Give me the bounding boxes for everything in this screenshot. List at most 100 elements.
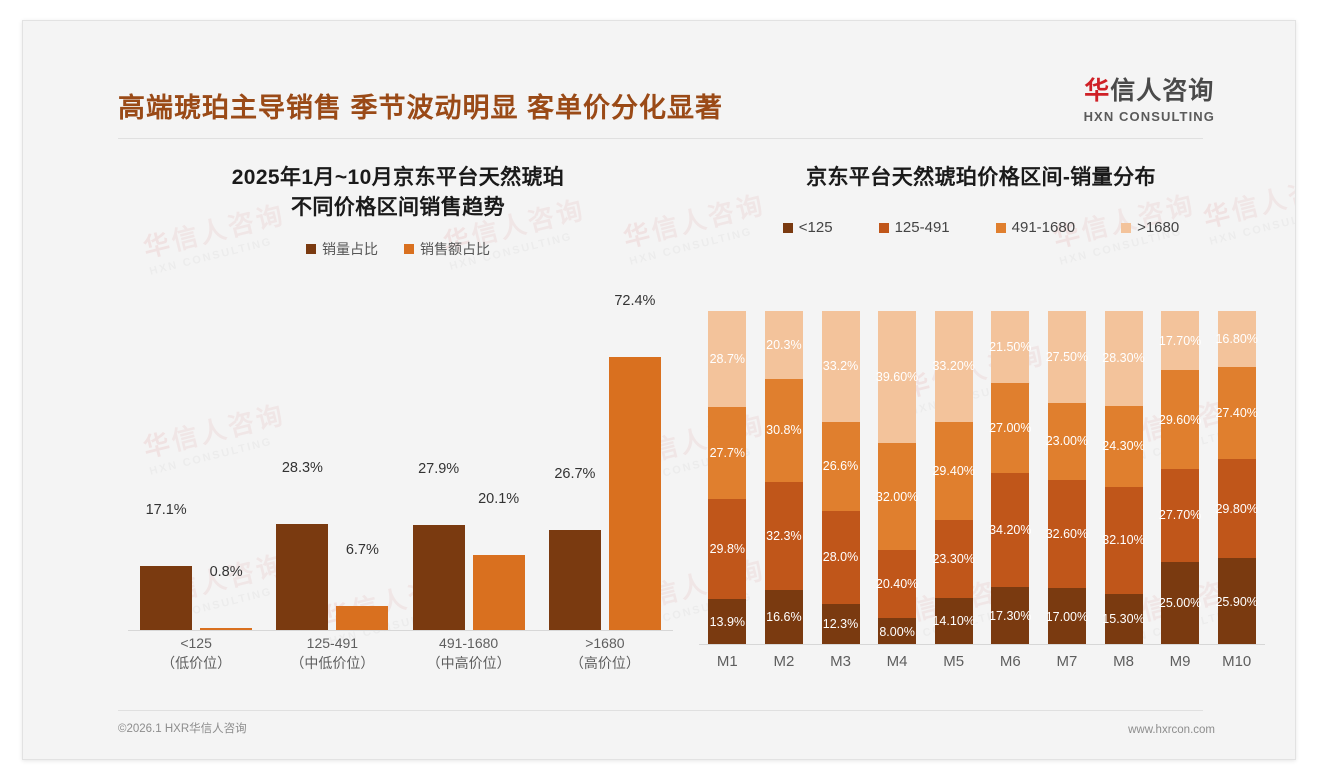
bar-fill [336,605,389,631]
stacked-bar-segment[interactable]: 28.30% [1102,311,1145,406]
stacked-bar[interactable]: 28.30% 24.30% 32.10% 15.30% [1102,311,1145,645]
stacked-bar-segment[interactable]: 17.30% [989,587,1032,646]
stacked-bar-segment[interactable]: 39.60% [875,311,919,444]
stacked-bar-segment[interactable]: 20.3% [764,311,803,379]
stacked-bar[interactable]: 27.50% 23.00% 32.60% 17.00% [1045,311,1089,646]
bar[interactable]: 27.9% [412,328,465,631]
stacked-bar-segment[interactable]: 28.0% [821,510,860,604]
stacked-bar-segment[interactable]: 27.7% [708,406,747,500]
segment-value-label: 27.40% [1215,405,1258,420]
bar-value-label: 17.1% [145,502,187,519]
stacked-bar-segment[interactable]: 29.40% [932,421,975,521]
segment-value-label: 27.00% [989,420,1032,435]
stacked-bar-segment[interactable]: 27.00% [989,382,1032,473]
stacked-bar-segment[interactable]: 17.00% [1046,588,1088,646]
stacked-bar[interactable]: 33.2% 26.6% 28.0% 12.3% [821,311,860,645]
segment-value-label: 34.20% [989,523,1032,538]
legend-label: 125-491 [894,219,950,236]
bar-value-label: 0.8% [209,563,243,580]
stacked-bar-segment[interactable]: 29.60% [1159,370,1201,469]
stacked-bar-segment[interactable]: 29.8% [708,499,747,599]
stacked-bar-segment[interactable]: 16.6% [764,589,803,645]
stacked-bar-segment[interactable]: 32.3% [764,481,803,590]
stacked-bar-segment[interactable]: 29.80% [1215,458,1258,559]
stacked-bar-segment[interactable]: 28.7% [708,311,747,407]
segment-value-label: 39.60% [875,370,919,385]
stacked-bar-segment[interactable]: 23.30% [932,520,975,598]
stacked-bar[interactable]: 21.50% 27.00% 34.20% 17.30% [989,311,1032,646]
stacked-bar-segment[interactable]: 26.6% [821,421,860,511]
left-legend-item[interactable]: 销量占比 [306,239,378,259]
left-chart-title-line1: 2025年1月~10月京东平台天然琥珀 [231,166,565,189]
bar[interactable]: 20.1% [472,328,525,631]
legend-label: 销量占比 [322,241,378,257]
bar-value-label: 26.7% [554,465,596,482]
segment-value-label: 27.50% [1045,349,1089,364]
stacked-bar-segment[interactable]: 33.20% [932,311,975,422]
stacked-bar-segment[interactable]: 17.70% [1159,311,1201,371]
legend-swatch-icon [878,222,889,233]
bar[interactable]: 26.7% [548,328,601,631]
stacked-bar-segment[interactable]: 12.3% [821,603,860,645]
stacked-bar-segment[interactable]: 23.00% [1046,402,1088,480]
logo-chinese-rest: 信人咨询 [1110,77,1215,105]
bar[interactable]: 17.1% [140,328,193,631]
right-chart-title: 京东平台天然琥珀价格区间-销量分布 [691,153,1271,193]
x-axis-tick: M4 [886,653,908,670]
stacked-bar-segment[interactable]: 33.2% [821,311,860,422]
stacked-bar-segment[interactable]: 32.60% [1046,479,1088,589]
bar[interactable]: 6.7% [336,328,389,631]
stacked-bar-segment[interactable]: 34.20% [989,473,1032,588]
stacked-bar[interactable]: 16.80% 27.40% 29.80% 25.90% [1215,311,1258,645]
company-logo: 华信人咨询 HXN CONSULTING [1084,77,1215,125]
bar[interactable]: 72.4% [608,293,661,631]
right-legend-item[interactable]: 491-1680 [995,219,1075,236]
bar-value-label: 20.1% [478,490,520,507]
stacked-bar-segment[interactable]: 32.10% [1102,486,1145,594]
stacked-bar[interactable]: 20.3% 30.8% 32.3% 16.6% [764,311,803,645]
bar-fill [200,627,253,631]
x-axis-tick: M5 [943,653,965,670]
segment-value-label: 16.80% [1215,332,1258,347]
stacked-bar-segment[interactable]: 21.50% [989,311,1032,383]
stacked-bar-segment[interactable]: 25.00% [1159,561,1201,645]
stacked-bar-segment[interactable]: 32.00% [876,443,918,551]
stacked-bar-segment[interactable]: 13.9% [708,598,747,645]
stacked-bar[interactable]: 28.7% 27.7% 29.8% 13.9% [708,311,747,645]
stacked-bar-segment[interactable]: 27.50% [1045,311,1089,403]
right-legend-item[interactable]: 125-491 [878,219,950,236]
bar-fill [548,529,601,631]
left-chart-legend: 销量占比 销售额占比 [118,239,678,259]
stacked-bar-segment[interactable]: 24.30% [1102,405,1145,487]
segment-value-label: 26.6% [822,459,859,474]
x-axis-tick-range: 491-1680 [439,635,499,651]
stacked-bar[interactable]: 33.20% 29.40% 23.30% 14.10% [932,311,975,646]
segment-value-label: 27.7% [709,445,746,460]
left-chart-panel: 2025年1月~10月京东平台天然琥珀 不同价格区间销售趋势 销量占比 销售额占比… [118,153,678,713]
stacked-bar-segment[interactable]: 25.90% [1215,558,1258,645]
right-legend-item[interactable]: >1680 [1121,219,1179,236]
stacked-bar-segment[interactable]: 30.8% [764,378,803,482]
bar[interactable]: 0.8% [200,328,253,631]
x-axis-tick-sublabel: （中低价位） [290,655,375,671]
bar-fill [412,525,465,631]
stacked-bar[interactable]: 17.70% 29.60% 27.70% 25.00% [1159,311,1201,645]
stacked-bar-segment[interactable]: 20.40% [876,550,918,619]
stacked-bar-segment[interactable]: 14.10% [932,597,975,646]
segment-value-label: 30.8% [766,423,802,438]
segment-value-label: 8.00% [879,624,915,639]
segment-value-label: 28.0% [822,550,859,565]
stacked-bar-segment[interactable]: 16.80% [1215,311,1258,368]
bar-fill [276,523,329,631]
stacked-bar-segment[interactable]: 27.70% [1159,468,1201,562]
stacked-bar[interactable]: 39.60% 32.00% 20.40% 8.00% [875,311,919,645]
x-axis-tick: 125-491 （中低价位） [264,633,400,673]
right-legend-item[interactable]: <125 [782,219,833,236]
stacked-bar-segment[interactable]: 27.40% [1215,367,1258,459]
stacked-bar-segment[interactable]: 8.00% [878,618,917,645]
bar-group: 28.3% 6.7% [276,328,389,631]
bar[interactable]: 28.3% [276,328,329,631]
x-axis-tick: M3 [830,653,851,670]
stacked-bar-segment[interactable]: 15.30% [1102,593,1145,645]
left-legend-item[interactable]: 销售额占比 [404,239,490,259]
